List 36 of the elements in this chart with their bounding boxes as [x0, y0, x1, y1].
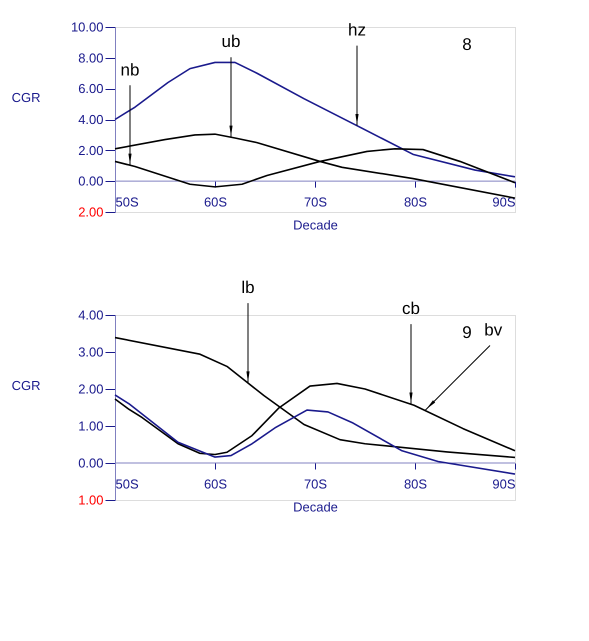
annotation: cb — [402, 299, 420, 318]
x-tick-label: 80S — [404, 194, 428, 210]
y-tick-label: 6.00 — [78, 81, 104, 96]
x-tick-label: 50S — [116, 476, 139, 492]
y-tick-label: 0.00 — [78, 456, 104, 470]
y-tick-label: 10.00 — [70, 20, 104, 34]
x-tick-label: 90S — [492, 194, 516, 210]
y-axis-title: CGR — [12, 90, 40, 106]
y-tick-label: 2.00 — [78, 382, 104, 396]
x-axis-title: Decade — [293, 218, 338, 233]
y-tick-label: 4.00 — [78, 308, 104, 322]
y-tick-label: 2.00 — [78, 204, 104, 220]
y-tick-label: 2.00 — [78, 142, 104, 158]
y-tick-label: 1.00 — [78, 492, 104, 508]
line-series — [114, 394, 516, 475]
x-tick-label: 80S — [404, 476, 428, 492]
x-tick-label: 60S — [204, 476, 228, 492]
annotation: nb — [120, 60, 140, 80]
x-tick-label: 70S — [304, 476, 328, 492]
annotation: lb — [241, 278, 255, 298]
y-axis-title: CGR — [12, 378, 40, 394]
x-tick-label: 60S — [204, 194, 228, 210]
x-tick-label: 70S — [304, 194, 328, 210]
x-tick-label: 90S — [492, 476, 516, 492]
annotation: 8 — [462, 35, 472, 54]
y-tick-label: 4.00 — [78, 112, 104, 127]
annotation: ub — [222, 32, 240, 52]
x-axis-title: Decade — [293, 500, 338, 514]
y-tick-label: 1.00 — [78, 418, 104, 434]
annotation: 9 — [462, 323, 472, 342]
x-tick-label: 50S — [116, 194, 139, 210]
annotation: hz — [348, 20, 366, 40]
y-tick-label: 8.00 — [78, 50, 104, 66]
annotation: bv — [484, 320, 503, 340]
y-tick-label: 3.00 — [78, 344, 104, 360]
y-tick-label: 0.00 — [78, 174, 104, 189]
